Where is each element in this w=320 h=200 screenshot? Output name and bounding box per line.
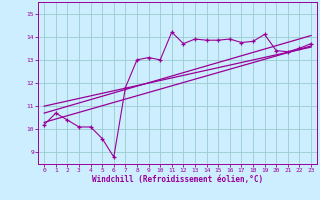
X-axis label: Windchill (Refroidissement éolien,°C): Windchill (Refroidissement éolien,°C) xyxy=(92,175,263,184)
